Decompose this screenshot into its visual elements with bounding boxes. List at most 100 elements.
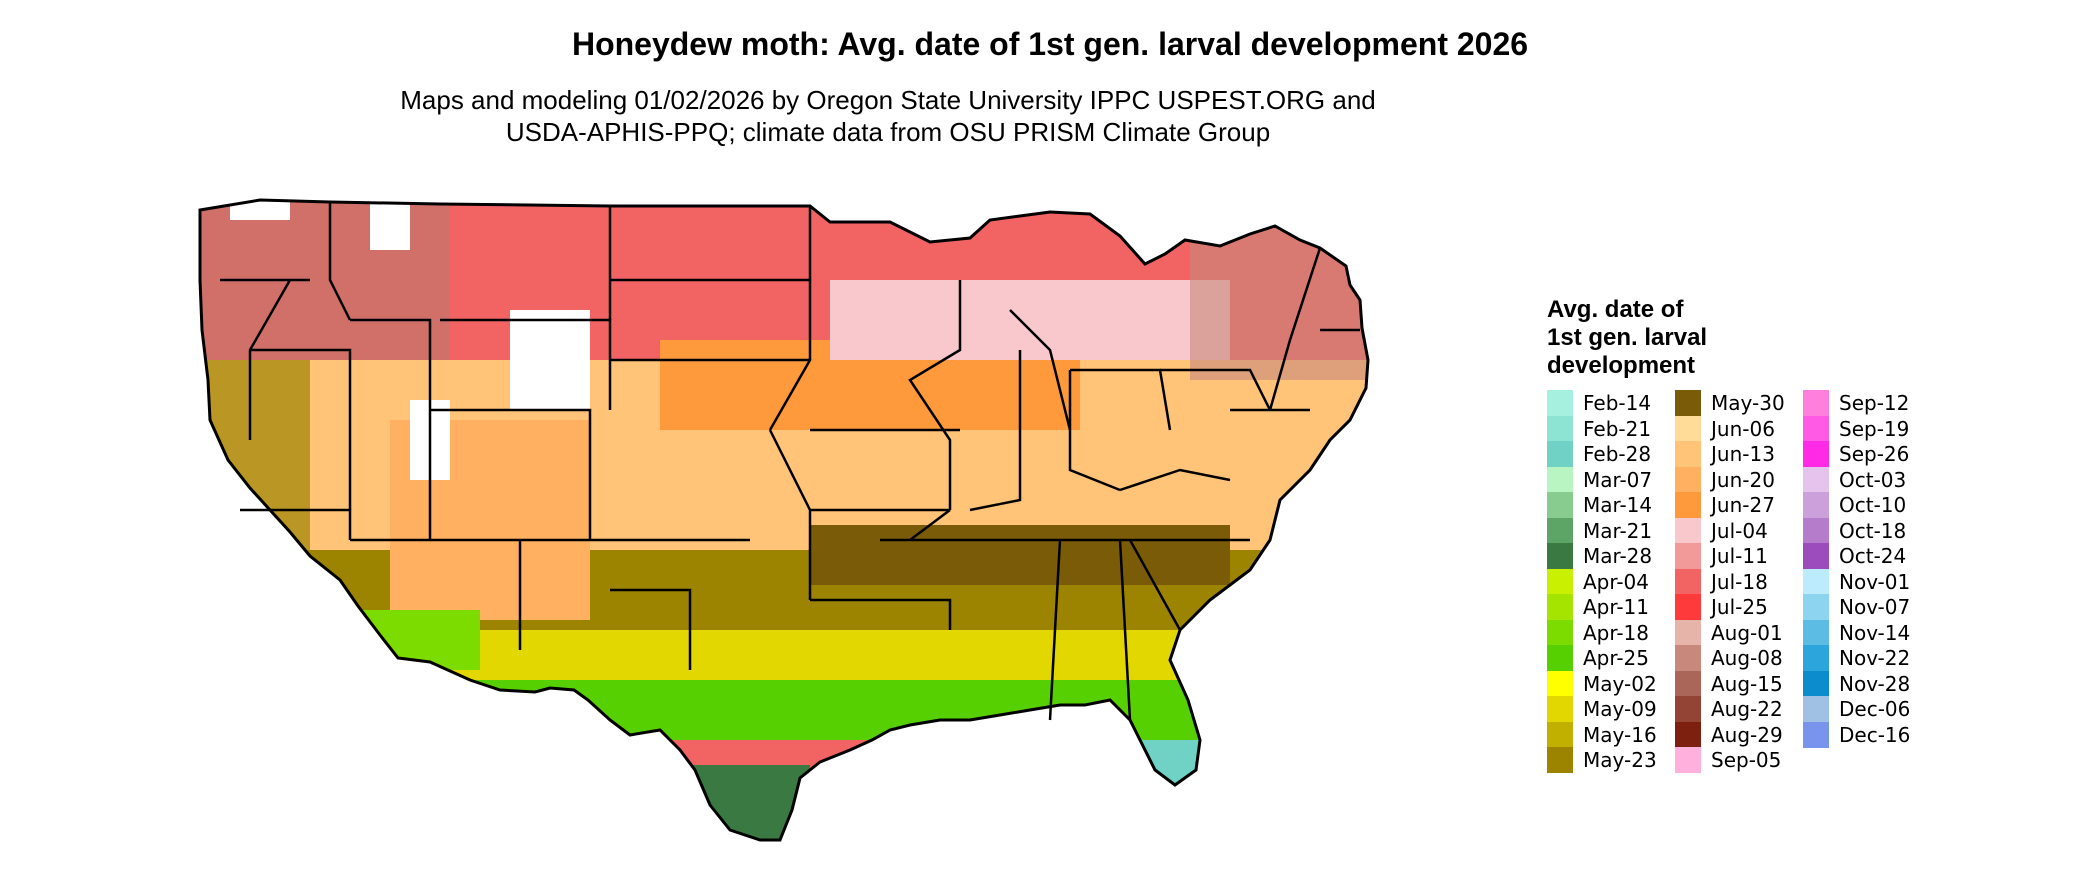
legend-swatch (1803, 645, 1829, 671)
legend-label: Nov-28 (1839, 671, 1911, 696)
legend-swatch (1547, 670, 1573, 697)
legend-label: Sep-12 (1839, 391, 1910, 415)
map-title-text: Honeydew moth: Avg. date of 1st gen. lar… (571, 26, 1529, 62)
legend-label: Oct-18 (1839, 518, 1907, 543)
map-subtitle: Maps and modeling 01/02/2026 by Oregon S… (0, 84, 1776, 148)
subtitle-line-2: USDA-APHIS-PPQ; climate data from OSU PR… (505, 117, 1271, 147)
legend-label: Jun-06 (1711, 416, 1775, 441)
subtitle-line-1: Maps and modeling 01/02/2026 by Oregon S… (400, 85, 1376, 115)
legend-label: Mar-28 (1583, 544, 1653, 568)
legend-label: Apr-18 (1583, 620, 1649, 645)
state-borders (220, 202, 1360, 721)
legend-label: Nov-01 (1839, 569, 1911, 594)
legend-title-line-3: development (1547, 352, 1696, 379)
legend-swatch (1547, 721, 1573, 748)
legend-swatch (1675, 492, 1701, 518)
legend-label: May-16 (1583, 722, 1657, 747)
legend-swatch (1803, 466, 1829, 493)
legend-label: May-09 (1583, 697, 1657, 721)
legend-swatch (1675, 670, 1701, 697)
legend-label: Jul-25 (1711, 595, 1768, 619)
legend-label: Oct-10 (1839, 493, 1907, 517)
legend-label: Feb-14 (1583, 391, 1652, 415)
legend-label: Aug-01 (1711, 620, 1783, 645)
legend-swatch (1803, 594, 1829, 620)
legend-swatch (1547, 594, 1573, 620)
legend-label: Mar-14 (1583, 493, 1653, 517)
legend-label: Apr-25 (1583, 646, 1649, 670)
legend-label: Jun-13 (1711, 442, 1775, 466)
legend-swatch (1675, 619, 1701, 646)
legend-swatch (1675, 390, 1701, 416)
legend-swatch (1803, 543, 1829, 569)
legend-swatch (1547, 747, 1573, 773)
legend-swatch (1675, 415, 1701, 442)
legend-swatch (1675, 466, 1701, 493)
legend-title: Avg. date of 1st gen. larval development (1547, 296, 1707, 380)
legend-label: Nov-07 (1839, 595, 1911, 619)
legend-swatch (1547, 390, 1573, 416)
legend-label: Mar-07 (1583, 467, 1653, 492)
legend-swatch (1547, 543, 1573, 569)
legend-swatch (1675, 696, 1701, 722)
legend-swatch (1675, 441, 1701, 467)
legend-swatch (1675, 568, 1701, 595)
legend-label: Jun-20 (1711, 467, 1775, 492)
legend-label: Dec-16 (1839, 722, 1911, 747)
legend-swatch (1547, 619, 1573, 646)
legend-swatch (1547, 696, 1573, 722)
legend-swatch (1547, 645, 1573, 671)
legend-swatch (1803, 415, 1829, 442)
legend-label: Jul-04 (1711, 518, 1768, 543)
legend-swatch (1547, 517, 1573, 544)
us-map (198, 198, 1370, 842)
legend-swatch (1547, 466, 1573, 493)
legend-label: Mar-21 (1583, 518, 1653, 543)
legend-label: May-02 (1583, 671, 1657, 696)
legend-swatch (1675, 517, 1701, 544)
legend-label: Feb-21 (1583, 416, 1652, 441)
legend-label: Sep-05 (1711, 748, 1782, 772)
legend-swatch (1803, 696, 1829, 722)
legend-swatch (1675, 543, 1701, 569)
map-color-bands (200, 200, 1368, 840)
legend-label: Sep-19 (1839, 416, 1910, 441)
legend-swatch (1547, 441, 1573, 467)
legend-title-line-1: Avg. date of (1547, 296, 1684, 323)
legend-title-line-2: 1st gen. larval (1547, 324, 1708, 351)
legend-label: Jul-18 (1711, 569, 1768, 594)
legend-swatch (1803, 492, 1829, 518)
legend-label: Apr-11 (1583, 595, 1649, 619)
legend-label: Jul-11 (1711, 544, 1768, 568)
map-title: Honeydew moth: Avg. date of 1st gen. lar… (0, 26, 2100, 63)
legend-swatch (1803, 568, 1829, 595)
legend-label: Sep-26 (1839, 442, 1910, 466)
legend-label: May-30 (1711, 391, 1785, 415)
legend-swatch (1547, 415, 1573, 442)
legend-label: Aug-29 (1711, 722, 1783, 747)
legend-label: Aug-08 (1711, 646, 1783, 670)
legend-swatch (1803, 619, 1829, 646)
legend-swatch (1547, 492, 1573, 518)
legend-swatch (1803, 441, 1829, 467)
legend-swatch (1803, 670, 1829, 697)
legend-swatch (1675, 645, 1701, 671)
legend-swatch (1675, 594, 1701, 620)
legend-label: Aug-15 (1711, 671, 1783, 696)
legend-label: Oct-03 (1839, 467, 1907, 492)
legend-label: Apr-04 (1583, 569, 1649, 594)
legend-swatch (1675, 747, 1701, 773)
legend-label: Feb-28 (1583, 442, 1652, 466)
legend-swatch (1803, 517, 1829, 544)
legend-label: May-23 (1583, 748, 1657, 772)
legend-label: Oct-24 (1839, 544, 1907, 568)
legend-label: Dec-06 (1839, 697, 1911, 721)
legend-swatch (1547, 568, 1573, 595)
legend-label: Jun-27 (1711, 493, 1775, 517)
legend-label: Aug-22 (1711, 697, 1783, 721)
legend-label: Nov-22 (1839, 646, 1911, 670)
legend-swatch (1803, 390, 1829, 416)
legend-swatch (1675, 721, 1701, 748)
legend-label: Nov-14 (1839, 620, 1911, 645)
legend-swatch (1803, 721, 1829, 748)
